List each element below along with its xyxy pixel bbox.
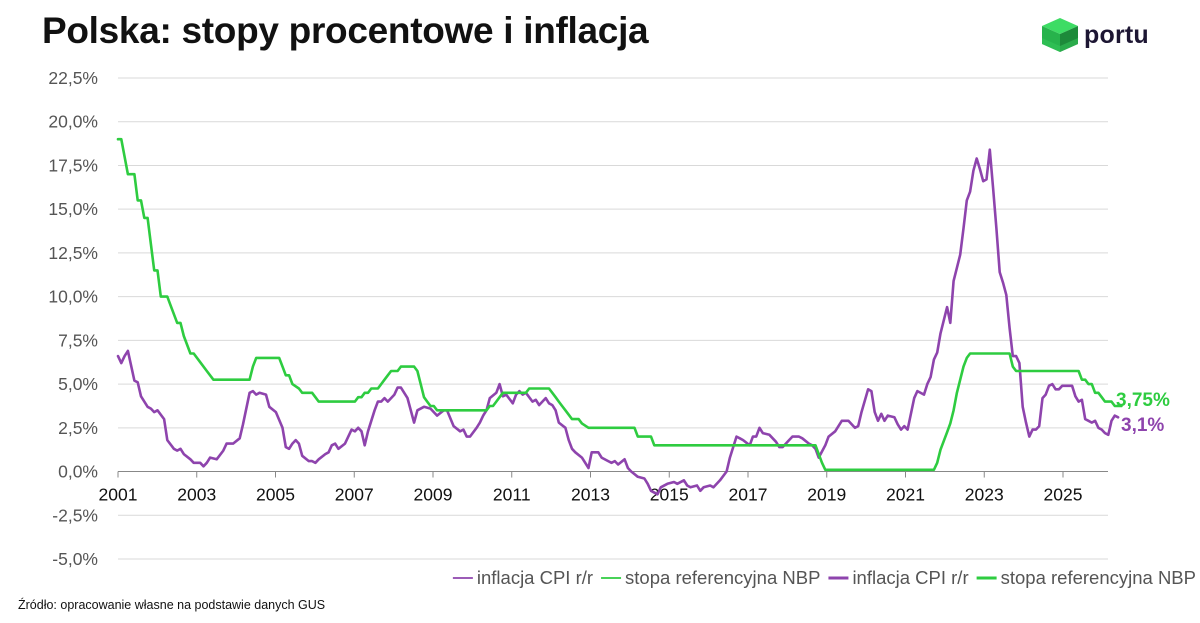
x-tick-label: 2001	[99, 485, 138, 505]
series-lines	[116, 137, 1123, 496]
x-tick-label: 2013	[571, 485, 610, 505]
x-tick-label: 2003	[177, 485, 216, 505]
chart-title: Polska: stopy procentowe i inflacja	[42, 10, 649, 51]
x-tick-label: 2021	[886, 485, 925, 505]
x-tick-label: 2019	[807, 485, 846, 505]
brand-name: portu	[1084, 20, 1149, 49]
legend-item-cpi-thin[interactable]: inflacja CPI r/r	[452, 567, 593, 588]
x-tick-label: 2007	[335, 485, 374, 505]
y-tick-label: -2,5%	[52, 505, 98, 525]
y-tick-label: 0,0%	[58, 462, 98, 482]
y-tick-label: 7,5%	[58, 330, 98, 350]
end-labels: 3,75% 3,1%	[1116, 390, 1170, 436]
x-tick-label: 2025	[1044, 485, 1083, 505]
grid-lines	[118, 77, 1108, 560]
rate-series-line	[116, 137, 1123, 472]
cpi-series-line	[116, 148, 1120, 496]
legend-label: inflacja CPI r/r	[477, 567, 593, 588]
rate-end-label: 3,75%	[1116, 390, 1170, 411]
legend-label: inflacja CPI r/r	[852, 567, 968, 588]
y-tick-label: 5,0%	[58, 374, 98, 394]
cpi-end-label: 3,1%	[1121, 415, 1164, 436]
y-axis-tick-labels: -5,0% -2,5% 0,0% 2,5% 5,0% 7,5% 10,0% 12,5% 15,0…	[48, 68, 98, 569]
y-tick-label: 20,0%	[48, 112, 98, 132]
source-note: Źródło: opracowanie własne na podstawie …	[18, 598, 326, 612]
x-axis-tick-labels: 2001 2003 2005 2007 2009 2011 2013 2015 2017 2019…	[99, 471, 1083, 505]
x-tick-label: 2009	[414, 485, 453, 505]
legend-item-rate-thick[interactable]: stopa referencyjna NBP	[976, 567, 1196, 588]
y-tick-label: 2,5%	[58, 418, 98, 438]
legend-label: stopa referencyjna NBP	[625, 567, 820, 588]
y-tick-label: 12,5%	[48, 243, 98, 263]
x-tick-label: 2011	[493, 485, 531, 505]
legend-item-rate-thin[interactable]: stopa referencyjna NBP	[601, 567, 820, 588]
y-tick-label: 15,0%	[48, 199, 98, 219]
legend[interactable]: stopa referencyjna NBP inflacja CPI r/r st…	[452, 567, 1196, 588]
x-tick-label: 2017	[729, 485, 768, 505]
y-tick-label: 17,5%	[48, 155, 98, 175]
y-tick-label: -5,0%	[52, 549, 98, 569]
x-tick-label: 2005	[256, 485, 295, 505]
brand-logo[interactable]: portu	[1040, 16, 1149, 54]
x-tick-label: 2023	[965, 485, 1004, 505]
cube-logo-icon	[1042, 18, 1078, 52]
y-tick-label: 22,5%	[48, 68, 98, 88]
legend-item-cpi-thick[interactable]: inflacja CPI r/r	[828, 567, 969, 588]
legend-label: stopa referencyjna NBP	[1001, 567, 1196, 588]
y-tick-label: 10,0%	[48, 287, 98, 307]
